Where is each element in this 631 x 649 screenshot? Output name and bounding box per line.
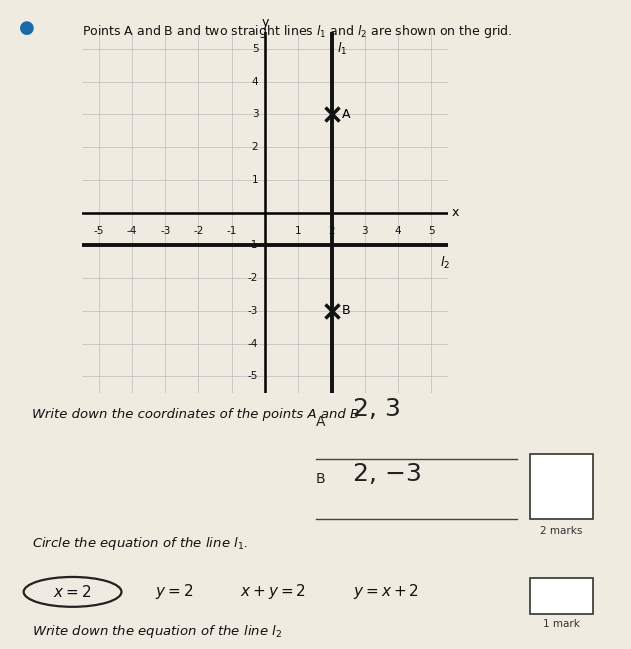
Text: -2: -2 bbox=[248, 273, 258, 283]
Text: 3: 3 bbox=[252, 109, 258, 119]
Text: $y = x + 2$: $y = x + 2$ bbox=[353, 582, 420, 602]
Text: 1: 1 bbox=[252, 175, 258, 185]
Text: -4: -4 bbox=[248, 339, 258, 349]
Text: $x = 2$: $x = 2$ bbox=[54, 584, 91, 600]
Text: Write down the coordinates of the points A and B: Write down the coordinates of the points… bbox=[32, 408, 358, 421]
Text: B: B bbox=[316, 472, 325, 487]
Text: 1 mark: 1 mark bbox=[543, 619, 580, 629]
Text: 5: 5 bbox=[428, 226, 435, 236]
Text: -3: -3 bbox=[248, 306, 258, 316]
Text: -1: -1 bbox=[227, 226, 237, 236]
Text: B: B bbox=[341, 304, 350, 317]
Text: -5: -5 bbox=[248, 371, 258, 381]
Text: -5: -5 bbox=[93, 226, 104, 236]
Text: 4: 4 bbox=[395, 226, 401, 236]
Text: A: A bbox=[316, 415, 325, 430]
Text: $x + y = 2$: $x + y = 2$ bbox=[240, 582, 306, 602]
Text: $l_1$: $l_1$ bbox=[336, 41, 347, 56]
Text: Points A and B and two straight lines $l_1$ and $l_2$ are shown on the grid.: Points A and B and two straight lines $l… bbox=[82, 23, 512, 40]
Text: 5: 5 bbox=[252, 44, 258, 54]
Text: -3: -3 bbox=[160, 226, 170, 236]
Text: 3: 3 bbox=[362, 226, 368, 236]
Text: Write down the equation of the line $l_2$: Write down the equation of the line $l_2… bbox=[32, 623, 281, 640]
Text: -2: -2 bbox=[193, 226, 204, 236]
Text: -4: -4 bbox=[127, 226, 137, 236]
FancyBboxPatch shape bbox=[530, 578, 593, 614]
Text: 2, 3: 2, 3 bbox=[353, 397, 401, 421]
Text: y: y bbox=[261, 16, 269, 29]
Text: 2: 2 bbox=[252, 142, 258, 152]
FancyBboxPatch shape bbox=[530, 454, 593, 519]
Text: Circle the equation of the line $l_1$.: Circle the equation of the line $l_1$. bbox=[32, 535, 247, 552]
Text: 2, −3: 2, −3 bbox=[353, 462, 422, 486]
Text: 2: 2 bbox=[328, 226, 335, 236]
Text: 1: 1 bbox=[295, 226, 302, 236]
Text: -1: -1 bbox=[248, 240, 258, 251]
Text: 2 marks: 2 marks bbox=[540, 526, 583, 535]
Text: ●: ● bbox=[19, 19, 35, 38]
Text: 4: 4 bbox=[252, 77, 258, 86]
Text: $y = 2$: $y = 2$ bbox=[155, 582, 193, 602]
Text: A: A bbox=[341, 108, 350, 121]
Text: x: x bbox=[451, 206, 459, 219]
Text: $l_2$: $l_2$ bbox=[440, 255, 450, 271]
